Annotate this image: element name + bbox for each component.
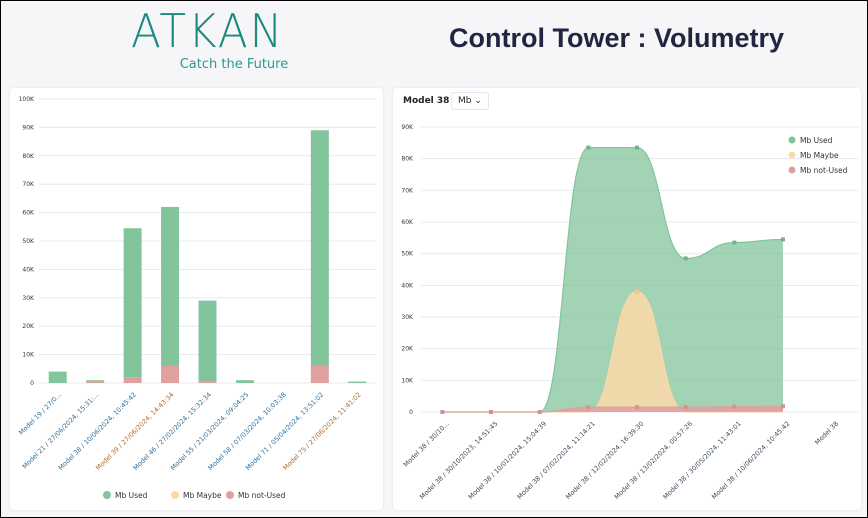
logo-text: ATKAN bbox=[131, 4, 285, 58]
bar-mb-used bbox=[310, 130, 329, 366]
legend-label: Mb Maybe bbox=[800, 151, 839, 160]
bar-mb-used bbox=[348, 381, 367, 383]
data-point bbox=[586, 405, 591, 410]
data-point bbox=[440, 410, 445, 414]
y-tick-label: 70K bbox=[401, 187, 414, 194]
x-tick-label: Model 38 bbox=[813, 420, 840, 447]
x-tick-label: Model 38 / 12/02/2024, 16:39:30 bbox=[564, 420, 645, 501]
unit-select-value: Mb bbox=[458, 96, 472, 106]
y-tick-label: 80K bbox=[22, 153, 35, 160]
bar-mb-not-used bbox=[86, 381, 105, 383]
logo-tagline: Catch the Future bbox=[179, 57, 289, 72]
y-tick-label: 40K bbox=[22, 266, 35, 273]
x-tick-label: Model 38 / 30/10/2023, 14:51:45 bbox=[418, 420, 499, 501]
y-tick-label: 20K bbox=[401, 346, 414, 353]
y-tick-label: 50K bbox=[401, 251, 414, 258]
y-tick-label: 70K bbox=[22, 181, 35, 188]
y-tick-label: 80K bbox=[401, 156, 414, 163]
atkan-logo: ATKAN Catch the Future bbox=[127, 7, 288, 72]
data-point bbox=[635, 289, 639, 294]
chevron-down-icon: ⌄ bbox=[474, 96, 482, 106]
y-tick-label: 30K bbox=[401, 314, 414, 321]
y-tick-label: 10K bbox=[22, 352, 35, 359]
x-tick-label: Model 58 / 07/03/2024, 10:03:38 bbox=[207, 391, 288, 472]
y-tick-label: 50K bbox=[22, 238, 35, 245]
data-point bbox=[683, 405, 688, 410]
bar-mb-not-used bbox=[161, 365, 180, 383]
data-point bbox=[683, 256, 688, 261]
bar-mb-used bbox=[198, 300, 217, 382]
y-tick-label: 0 bbox=[409, 409, 413, 416]
chart-title: Model 38 bbox=[403, 96, 450, 106]
page-title: Control Tower : Volumetry bbox=[449, 23, 785, 53]
legend-marker bbox=[226, 491, 234, 499]
data-point bbox=[537, 410, 542, 414]
bar-mb-not-used bbox=[123, 377, 142, 383]
legend-label: Mb not-Used bbox=[800, 166, 848, 175]
data-point bbox=[635, 405, 639, 410]
y-tick-label: 30K bbox=[22, 295, 35, 302]
legend-label: Mb Used bbox=[115, 491, 148, 500]
x-tick-label: Model 46 / 27/02/2024, 15:32:34 bbox=[132, 391, 213, 472]
legend-label: Mb Used bbox=[800, 136, 833, 145]
y-tick-label: 10K bbox=[401, 377, 414, 384]
data-point bbox=[635, 145, 639, 150]
x-tick-label: Model 75 / 27/06/2024, 11:41:02 bbox=[281, 391, 362, 472]
x-tick-label: Model 21 / 27/06/2024, 15:31:... bbox=[21, 391, 101, 471]
data-point bbox=[732, 404, 737, 409]
unit-select[interactable]: Mb ⌄ bbox=[451, 92, 489, 110]
x-tick-label: Model 38 / 30/10... bbox=[402, 420, 451, 469]
legend-marker bbox=[788, 166, 796, 174]
bar-mb-not-used bbox=[198, 381, 217, 383]
x-tick-label: Model 38 / 13/02/2024, 00:57:26 bbox=[613, 420, 694, 501]
legend-marker bbox=[103, 491, 111, 499]
bar-mb-used bbox=[235, 380, 254, 383]
y-tick-label: 20K bbox=[22, 323, 35, 330]
x-tick-label: Model 55 / 21/03/2024, 09:04:25 bbox=[169, 391, 250, 472]
y-tick-label: 90K bbox=[22, 124, 35, 131]
x-tick-label: Model 39 / 27/06/2024, 14:43:34 bbox=[94, 391, 175, 472]
bar-mb-used bbox=[161, 206, 180, 366]
line-mb-not-used bbox=[442, 405, 784, 413]
x-tick-label: Model 71 / 05/04/2024, 13:51:02 bbox=[244, 391, 325, 472]
data-point bbox=[586, 145, 591, 150]
y-tick-label: 90K bbox=[401, 124, 414, 131]
bar-mb-not-used bbox=[310, 365, 329, 383]
y-tick-label: 60K bbox=[401, 219, 414, 226]
area-chart-panel: Model 38 Mb ⌄ 0 10K 20K 30K 40K 50K 60K 70K 80K 9… bbox=[393, 88, 861, 510]
legend-label: Mb not-Used bbox=[238, 491, 286, 500]
data-point bbox=[732, 240, 737, 245]
bar-mb-used bbox=[48, 371, 67, 383]
data-point bbox=[781, 404, 785, 409]
x-tick-label: Model 38 / 10/06/2024, 10:45:42 bbox=[57, 391, 138, 472]
bar-mb-used bbox=[123, 228, 142, 378]
area-chart: 0 10K 20K 30K 40K 50K 60K 70K 80K 90K Model 38 / 3… bbox=[401, 124, 859, 501]
x-tick-label: Model 38 / 10/06/2024, 10:45:42 bbox=[710, 420, 791, 501]
x-tick-label: Model 38 / 30/05/2024, 11:43:01 bbox=[661, 420, 742, 501]
legend-marker bbox=[788, 136, 796, 144]
y-tick-label: 60K bbox=[22, 210, 35, 217]
y-tick-label: 40K bbox=[401, 282, 414, 289]
data-point bbox=[489, 410, 493, 414]
y-tick-label: 100K bbox=[19, 96, 35, 103]
x-tick-label: Model 38 / 10/01/2024, 15:04:39 bbox=[467, 420, 548, 501]
legend-marker bbox=[788, 151, 796, 159]
bar-chart-panel: 0 10K 20K 30K 40K 50K 60K 70K 80K 90K 100K Model 19… bbox=[10, 88, 383, 510]
y-tick-label: 0 bbox=[30, 380, 34, 387]
bar-mb-used bbox=[86, 380, 105, 382]
legend-marker bbox=[171, 491, 179, 499]
x-tick-label: Model 38 / 07/02/2024, 11:14:21 bbox=[515, 420, 596, 501]
area-mb-used bbox=[442, 147, 783, 412]
data-point bbox=[781, 237, 785, 242]
legend-label: Mb Maybe bbox=[183, 491, 222, 500]
